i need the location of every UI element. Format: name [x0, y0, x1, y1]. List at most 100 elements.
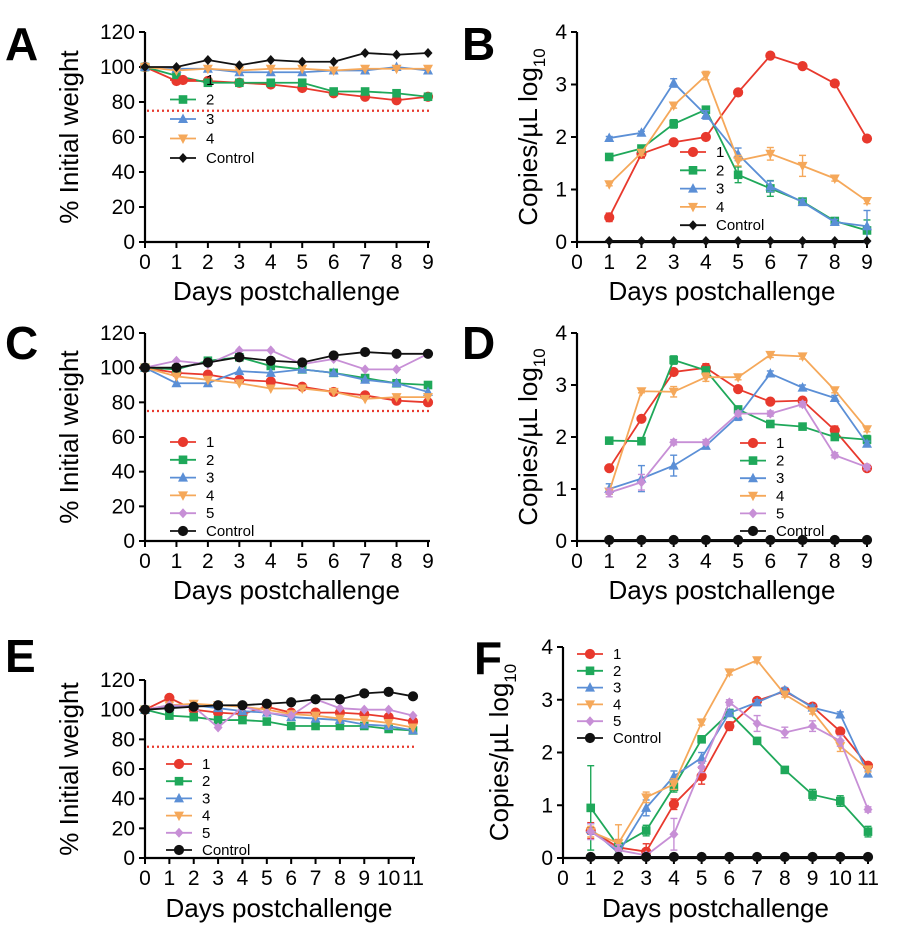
data-point — [862, 851, 874, 863]
data-point — [384, 704, 394, 715]
x-tick-label: 3 — [668, 550, 680, 573]
data-point — [604, 463, 615, 474]
y-tick-label: 0 — [555, 231, 567, 254]
data-point — [604, 534, 615, 546]
data-point — [212, 700, 224, 711]
data-point — [765, 534, 776, 546]
data-point — [636, 387, 647, 397]
legend-marker — [688, 202, 698, 213]
data-point — [266, 361, 276, 371]
data-point — [700, 131, 711, 143]
data-point — [779, 851, 790, 863]
data-point — [829, 386, 840, 396]
legend-marker — [748, 491, 758, 502]
series-line — [590, 659, 869, 845]
series-control — [139, 686, 419, 715]
data-point — [779, 690, 790, 700]
data-point — [641, 826, 651, 835]
x-tick-label: 6 — [328, 550, 340, 573]
y-tick-label: 2 — [555, 126, 567, 149]
data-point — [423, 48, 433, 58]
legend-marker — [173, 758, 185, 770]
data-point — [829, 78, 840, 89]
series-line — [144, 366, 429, 393]
data-point — [604, 212, 615, 223]
legend-marker — [585, 666, 595, 676]
data-point — [585, 851, 596, 863]
data-point — [700, 534, 711, 546]
data-point — [359, 704, 369, 715]
series-control — [139, 346, 434, 373]
legend-marker — [584, 648, 596, 660]
data-point — [359, 716, 370, 726]
data-point — [765, 50, 776, 61]
legend-entry: Control — [613, 730, 661, 747]
x-tick-label: 11 — [402, 867, 424, 890]
series-line — [608, 54, 868, 218]
data-point — [724, 707, 735, 717]
data-point — [297, 384, 308, 394]
data-point — [669, 119, 678, 129]
series-line — [144, 66, 429, 102]
data-point — [807, 851, 818, 863]
data-point — [733, 384, 744, 395]
data-point — [391, 393, 402, 403]
x-tick-label: 8 — [391, 251, 403, 274]
series-line — [144, 349, 429, 371]
data-point — [798, 235, 808, 246]
data-point — [697, 762, 707, 773]
y-axis-label: Copies/µL log10 — [484, 664, 520, 841]
panel-letter: F — [474, 632, 502, 684]
legend-entry: 4 — [202, 808, 210, 825]
x-axis-label: Days postchallenge — [166, 893, 393, 923]
data-point — [360, 394, 371, 405]
y-axis-label: % Initial weight — [54, 50, 84, 224]
data-point — [668, 780, 679, 790]
data-point — [765, 396, 776, 407]
legend-entry: 1 — [206, 72, 214, 89]
data-point — [637, 436, 646, 446]
data-point — [669, 355, 678, 365]
x-tick-label: 7 — [751, 867, 763, 890]
data-point — [861, 534, 873, 546]
data-point — [830, 450, 840, 461]
data-point — [751, 851, 763, 863]
legend-entry: Control — [206, 150, 254, 167]
data-point — [335, 703, 345, 714]
data-point — [765, 408, 775, 419]
legend-marker — [177, 74, 189, 86]
x-tick-label: 10 — [829, 867, 852, 890]
data-point — [696, 718, 707, 728]
data-point — [829, 392, 840, 402]
data-point — [171, 377, 182, 388]
data-point — [265, 384, 276, 394]
data-point — [863, 827, 873, 836]
data-point — [171, 362, 182, 373]
data-point — [311, 721, 320, 731]
legend-marker — [687, 146, 699, 158]
data-point — [360, 374, 371, 384]
data-point — [668, 77, 679, 87]
legend-entry: 5 — [613, 713, 621, 730]
data-point — [604, 487, 614, 498]
data-point — [700, 71, 711, 82]
legend-marker — [748, 508, 758, 519]
series-4 — [140, 363, 433, 405]
legend-entry: 4 — [206, 487, 214, 504]
data-point — [604, 132, 615, 143]
data-point — [668, 799, 680, 810]
data-point — [724, 668, 735, 678]
x-tick-label: 6 — [764, 550, 776, 573]
y-axis-label: Copies/µL log10 — [513, 48, 549, 225]
legend-marker — [177, 436, 189, 448]
y-tick-label: 40 — [112, 161, 135, 184]
legend-entry: 1 — [202, 756, 210, 773]
